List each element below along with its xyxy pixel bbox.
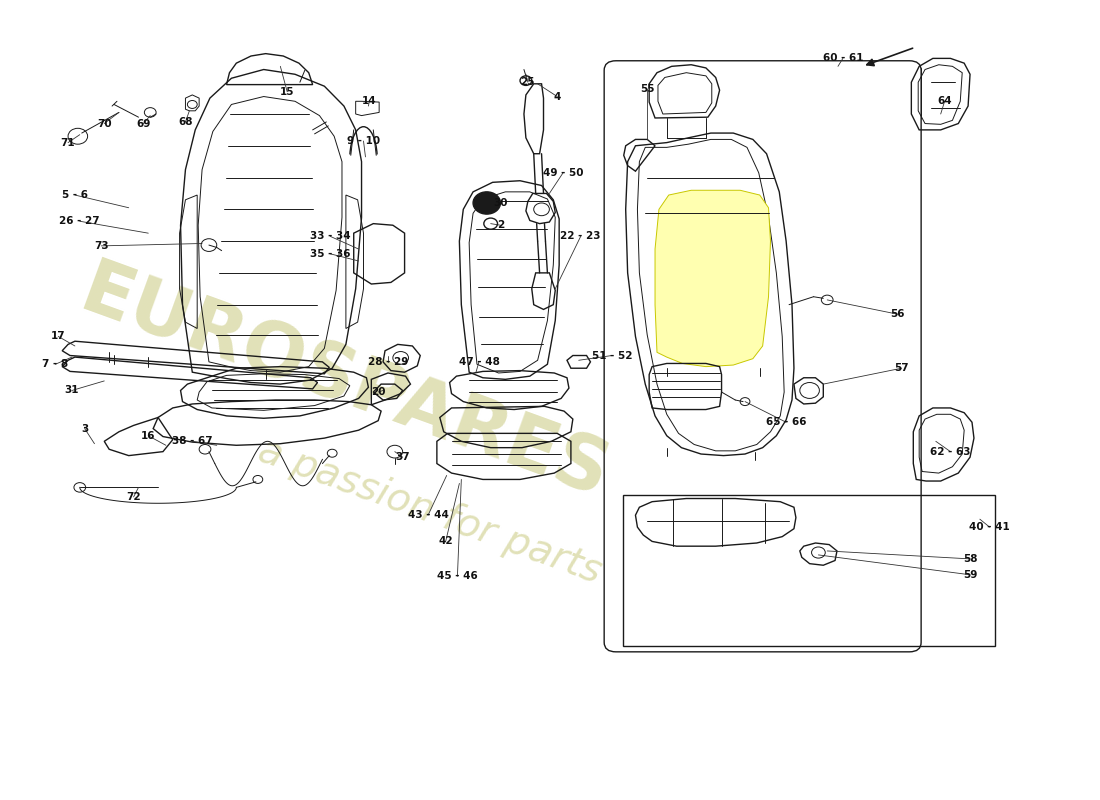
Text: 70: 70 — [97, 118, 111, 129]
Text: 55: 55 — [640, 83, 654, 94]
Text: 30: 30 — [493, 198, 508, 208]
Text: 72: 72 — [126, 492, 141, 502]
Text: 22 - 23: 22 - 23 — [560, 231, 601, 242]
Circle shape — [473, 192, 500, 214]
Text: 69: 69 — [136, 118, 151, 129]
Text: 68: 68 — [178, 117, 192, 127]
Text: EUROSPARES: EUROSPARES — [70, 254, 618, 514]
Text: 73: 73 — [94, 241, 109, 251]
Text: 71: 71 — [60, 138, 76, 147]
Text: 14: 14 — [362, 96, 376, 106]
Text: 58: 58 — [962, 554, 977, 564]
Text: 20: 20 — [371, 387, 385, 397]
Text: 15: 15 — [279, 86, 295, 97]
Text: 49 - 50: 49 - 50 — [542, 168, 583, 178]
Text: 43 - 44: 43 - 44 — [408, 510, 449, 520]
Text: 7 - 8: 7 - 8 — [42, 359, 68, 370]
Text: 56: 56 — [890, 309, 905, 319]
Text: 4: 4 — [553, 91, 561, 102]
Text: 33 - 34: 33 - 34 — [310, 231, 351, 242]
Text: 64: 64 — [937, 96, 952, 106]
Polygon shape — [654, 190, 770, 366]
Text: 60 - 61: 60 - 61 — [823, 54, 864, 63]
Text: 2: 2 — [497, 220, 504, 230]
Text: 51 - 52: 51 - 52 — [592, 350, 632, 361]
Text: 35 - 36: 35 - 36 — [310, 249, 351, 259]
Text: a passion for parts: a passion for parts — [253, 431, 607, 591]
Text: 57: 57 — [894, 363, 909, 374]
Text: 59: 59 — [962, 570, 977, 580]
Text: 25: 25 — [520, 78, 535, 87]
Text: 65 - 66: 65 - 66 — [766, 418, 806, 427]
Text: 37: 37 — [395, 452, 410, 462]
Text: 28 - 29: 28 - 29 — [367, 357, 408, 367]
Text: 26 - 27: 26 - 27 — [59, 216, 100, 226]
Text: 42: 42 — [439, 537, 453, 546]
Text: 17: 17 — [51, 331, 66, 342]
Text: 3: 3 — [81, 423, 88, 434]
Text: 16: 16 — [141, 430, 155, 441]
Text: 40 - 41: 40 - 41 — [969, 522, 1010, 532]
Text: 31: 31 — [65, 386, 79, 395]
Text: 62 - 63: 62 - 63 — [931, 446, 970, 457]
Text: 9 - 10: 9 - 10 — [346, 136, 381, 146]
Text: 5 - 6: 5 - 6 — [62, 190, 88, 200]
Text: 38 - 67: 38 - 67 — [172, 436, 212, 446]
Text: 47 - 48: 47 - 48 — [459, 357, 499, 367]
Text: 45 - 46: 45 - 46 — [437, 571, 477, 582]
